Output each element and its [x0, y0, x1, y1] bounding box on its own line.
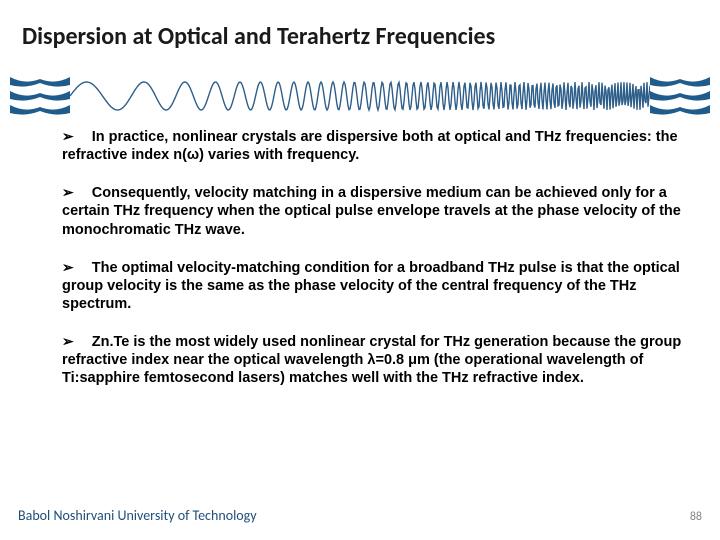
book-chevron-icon: [10, 91, 70, 101]
logo-book-left: [10, 70, 70, 122]
bullet-arrow-icon: ➢: [62, 333, 74, 351]
bullet-text: Zn.Te is the most widely used nonlinear …: [62, 334, 681, 386]
bullet-arrow-icon: ➢: [62, 184, 74, 202]
bullet-text: In practice, nonlinear crystals are disp…: [62, 129, 678, 163]
bullet-arrow-icon: ➢: [62, 259, 74, 277]
bullet-arrow-icon: ➢: [62, 128, 74, 146]
bullet-text: The optimal velocity-matching condition …: [62, 260, 680, 312]
chirp-wave-icon: [70, 76, 650, 116]
logo-book-right: [650, 70, 710, 122]
chirp-wave-banner: [10, 68, 710, 124]
book-chevron-icon: [650, 91, 710, 101]
bullet-list: ➢In practice, nonlinear crystals are dis…: [62, 128, 682, 407]
book-chevron-icon: [650, 77, 710, 87]
book-chevron-icon: [650, 105, 710, 115]
bullet-text: Consequently, velocity matching in a dis…: [62, 185, 681, 237]
slide: Dispersion at Optical and Terahertz Freq…: [0, 0, 720, 540]
slide-title: Dispersion at Optical and Terahertz Freq…: [22, 22, 495, 51]
book-chevron-icon: [10, 105, 70, 115]
bullet-item: ➢Zn.Te is the most widely used nonlinear…: [62, 333, 682, 387]
footer-page-number: 88: [690, 510, 702, 524]
footer-university: Babol Noshirvani University of Technolog…: [18, 507, 257, 524]
bullet-item: ➢The optimal velocity-matching condition…: [62, 259, 682, 313]
bullet-item: ➢Consequently, velocity matching in a di…: [62, 184, 682, 238]
slide-footer: Babol Noshirvani University of Technolog…: [18, 507, 702, 524]
book-chevron-icon: [10, 77, 70, 87]
bullet-item: ➢In practice, nonlinear crystals are dis…: [62, 128, 682, 164]
